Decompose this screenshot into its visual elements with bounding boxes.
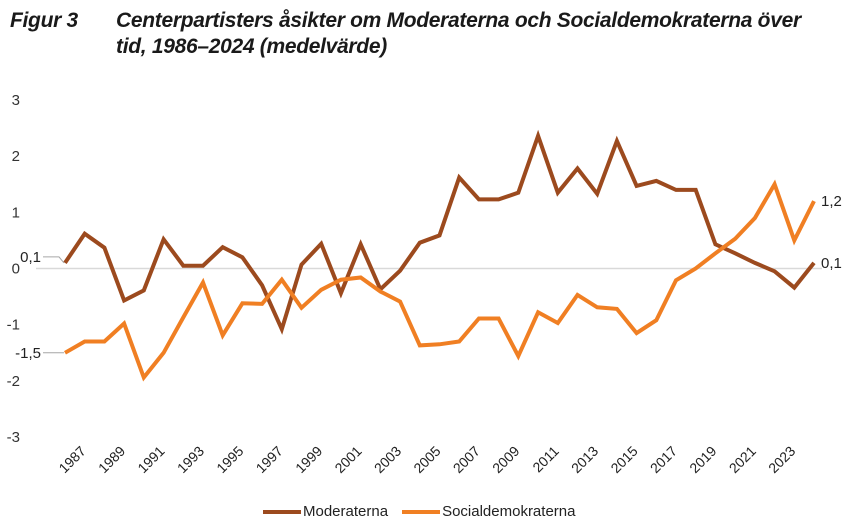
start-label-leader (43, 256, 65, 264)
legend-swatch-socialdemokraterna (402, 509, 441, 514)
x-tick-label: 2005 (410, 443, 443, 476)
y-tick-label: 3 (12, 92, 20, 109)
figure-title: Centerpartisters åsikter om Moderaterna … (116, 9, 801, 58)
x-tick-label: 1991 (134, 443, 167, 476)
start-value-label: -1,5 (15, 345, 41, 362)
legend-item-moderaterna: Moderaterna (263, 503, 388, 520)
legend-item-socialdemokraterna: Socialdemokraterna (402, 503, 575, 520)
y-axis-ticks: 3 2 1 0 -1 -2 -3 (7, 92, 20, 446)
x-tick-label: 1993 (174, 443, 207, 476)
x-tick-label: 2003 (371, 443, 404, 476)
end-value-label: 1,2 (821, 193, 842, 210)
start-value-label: 0,1 (20, 249, 41, 266)
x-tick-label: 1989 (95, 443, 128, 476)
x-axis-ticks: 1987 1989 1991 1993 1995 1997 1999 2001 2003 2005… (55, 443, 798, 476)
x-tick-label: 1997 (253, 443, 286, 476)
x-tick-label: 2013 (568, 443, 601, 476)
x-tick-label: 2009 (489, 443, 522, 476)
legend-label-socialdemokraterna: Socialdemokraterna (442, 503, 576, 520)
x-tick-label: 2007 (450, 443, 483, 476)
x-tick-label: 2017 (647, 443, 680, 476)
data-labels: 0,1 0,1 -1,5 1,2 (15, 193, 842, 362)
legend-swatch-moderaterna (263, 509, 301, 514)
series-line-moderaterna (63, 129, 816, 335)
legend: Moderaterna Socialdemokraterna (263, 503, 589, 520)
x-tick-label: 2021 (726, 443, 759, 476)
x-tick-label: 2011 (529, 443, 562, 476)
figure-header: Figur 3 Centerpartisters åsikter om Mode… (10, 8, 836, 60)
x-tick-label: 2015 (607, 443, 640, 476)
y-tick-label: -1 (7, 317, 20, 334)
y-tick-label: 2 (12, 148, 20, 165)
x-tick-label: 2001 (331, 443, 364, 476)
x-tick-label: 2023 (765, 443, 798, 476)
series-line-socialdemokraterna (64, 179, 816, 382)
y-tick-label: 1 (12, 204, 20, 221)
y-tick-label: -3 (7, 429, 20, 446)
x-tick-label: 1987 (55, 443, 88, 476)
x-tick-label: 1999 (292, 443, 325, 476)
end-value-label: 0,1 (821, 255, 842, 272)
series-group (63, 129, 816, 382)
x-tick-label: 1995 (213, 443, 246, 476)
legend-label-moderaterna: Moderaterna (303, 503, 389, 520)
x-tick-label: 2019 (686, 443, 719, 476)
figure-number: Figur 3 (10, 9, 78, 32)
y-tick-label: -2 (7, 373, 20, 390)
y-tick-label: 0 (12, 261, 20, 278)
